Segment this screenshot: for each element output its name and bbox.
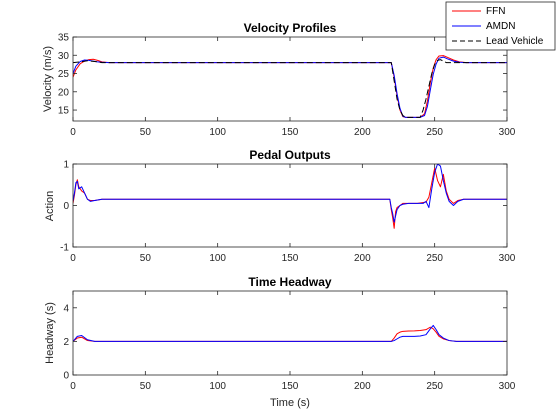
- time-headway-xtick-label: 100: [209, 381, 226, 392]
- pedal-outputs-plot-area: [73, 164, 507, 247]
- legend: FFN AMDN Lead Vehicle: [445, 1, 556, 51]
- velocity-profiles-xtick-label: 150: [282, 127, 299, 138]
- legend-label-lead-vehicle: Lead Vehicle: [486, 36, 544, 47]
- velocity-profiles-ytick-label: 25: [58, 69, 70, 80]
- pedal-outputs-xtick-label: 50: [140, 253, 152, 264]
- velocity-profiles-xtick-label: 50: [140, 127, 152, 138]
- pedal-outputs-xtick-label: 200: [354, 253, 371, 264]
- time-headway-ytick-label: 4: [63, 303, 69, 314]
- velocity-profiles-ytick-label: 30: [58, 51, 70, 62]
- velocity-profiles-xtick-label: 0: [70, 127, 76, 138]
- time-headway-xtick-label: 0: [70, 381, 76, 392]
- time-headway-xtick-label: 150: [282, 381, 299, 392]
- headway-panel: Time Headway Headway (s) Time (s) 0 50 100…: [44, 275, 516, 409]
- pedal-panel: Pedal Outputs Action 0 50 100 150 200 250 300 -…: [44, 148, 516, 264]
- pedal-outputs-xtick-label: 100: [209, 253, 226, 264]
- velocity-profiles-plot-area: [73, 37, 507, 121]
- pedal-outputs-xtick-label: 0: [70, 253, 76, 264]
- time-headway-xtick-label: 250: [426, 381, 443, 392]
- pedal-outputs-xtick-label: 150: [282, 253, 299, 264]
- pedal-outputs-xtick-label: 250: [426, 253, 443, 264]
- time-headway-ytick-label: 0: [63, 371, 69, 382]
- time-headway-xtick-label: 200: [354, 381, 371, 392]
- headway-title: Time Headway: [248, 275, 331, 289]
- time-headway-ytick-label: 2: [63, 337, 69, 348]
- pedal-outputs-ytick-label: 1: [63, 160, 69, 171]
- time-headway-series-amdn: [73, 324, 507, 342]
- time-headway-plot-area: [73, 291, 507, 375]
- velocity-profiles-xtick-label: 200: [354, 127, 371, 138]
- velocity-panel: Velocity Profiles Velocity (m/s) 0 50 100 1…: [42, 21, 516, 138]
- headway-xlabel: Time (s): [270, 397, 310, 409]
- velocity-profiles-xtick-label: 300: [499, 127, 516, 138]
- pedal-outputs-series-amdn: [73, 164, 507, 223]
- velocity-profiles-series-lead-vehicle: [73, 59, 507, 118]
- legend-label-amdn: AMDN: [486, 21, 515, 32]
- pedal-outputs-ytick-label: -1: [60, 243, 69, 254]
- legend-label-ffn: FFN: [486, 6, 505, 17]
- velocity-title: Velocity Profiles: [244, 21, 337, 35]
- pedal-outputs-ytick-label: 0: [63, 201, 69, 212]
- velocity-profiles-xtick-label: 100: [209, 127, 226, 138]
- velocity-profiles-xtick-label: 250: [426, 127, 443, 138]
- pedal-ylabel: Action: [44, 191, 56, 222]
- headway-ylabel: Headway (s): [44, 302, 56, 364]
- pedal-title: Pedal Outputs: [249, 148, 331, 162]
- time-headway-xtick-label: 50: [140, 381, 152, 392]
- velocity-profiles-ytick-label: 35: [58, 33, 70, 44]
- time-headway-xtick-label: 300: [499, 381, 516, 392]
- velocity-profiles-ytick-label: 15: [58, 106, 70, 117]
- velocity-ylabel: Velocity (m/s): [42, 46, 54, 112]
- velocity-profiles-ytick-label: 20: [58, 87, 70, 98]
- pedal-outputs-xtick-label: 300: [499, 253, 516, 264]
